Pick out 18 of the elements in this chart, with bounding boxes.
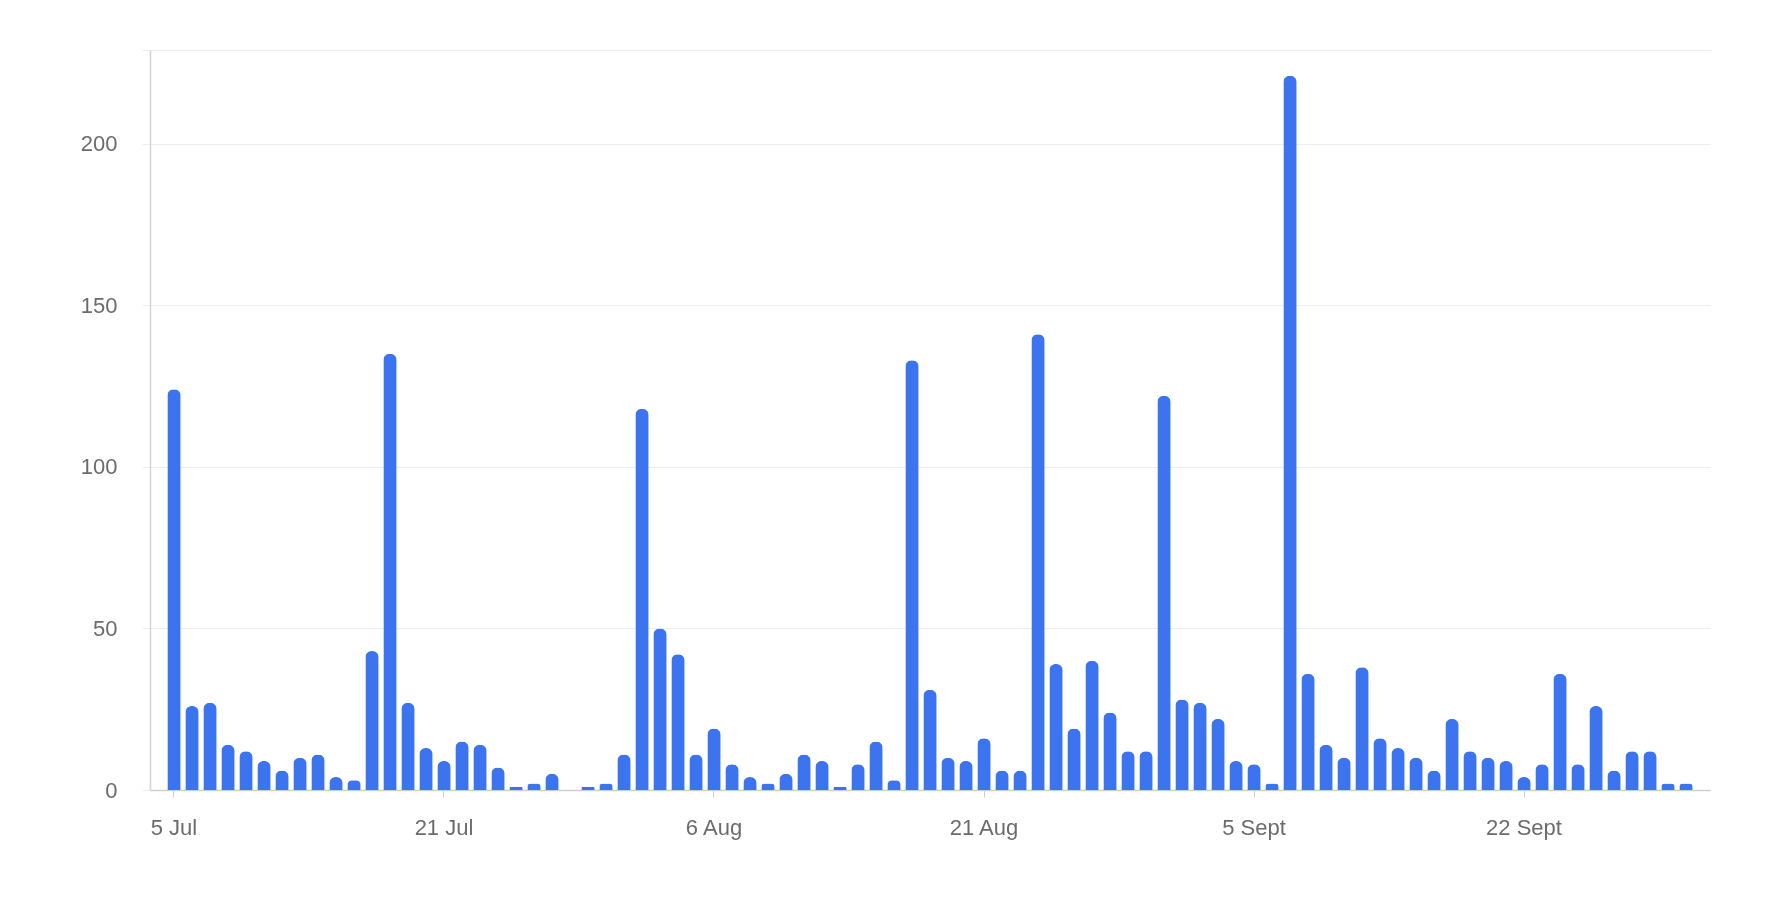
x-tick-label: 5 Sept (1222, 814, 1286, 840)
y-tick-label: 0 (105, 777, 118, 803)
x-tick-label: 21 Jul (414, 814, 474, 840)
x-tick-label: 6 Aug (685, 814, 743, 840)
x-tick-label: 22 Sept (1486, 814, 1562, 840)
bar (383, 353, 397, 790)
y-tick-label: 150 (80, 292, 118, 318)
bar (167, 389, 181, 790)
bar (905, 360, 919, 790)
x-tick-label: 5 Jul (150, 814, 198, 840)
x-tick-label: 21 Aug (949, 814, 1019, 840)
bar (1283, 75, 1297, 790)
bar (1031, 334, 1045, 790)
bar (635, 408, 649, 790)
y-tick-label: 100 (80, 454, 118, 480)
bar (1157, 395, 1171, 790)
y-tick-label: 50 (93, 615, 118, 641)
y-tick-label: 200 (80, 131, 118, 157)
